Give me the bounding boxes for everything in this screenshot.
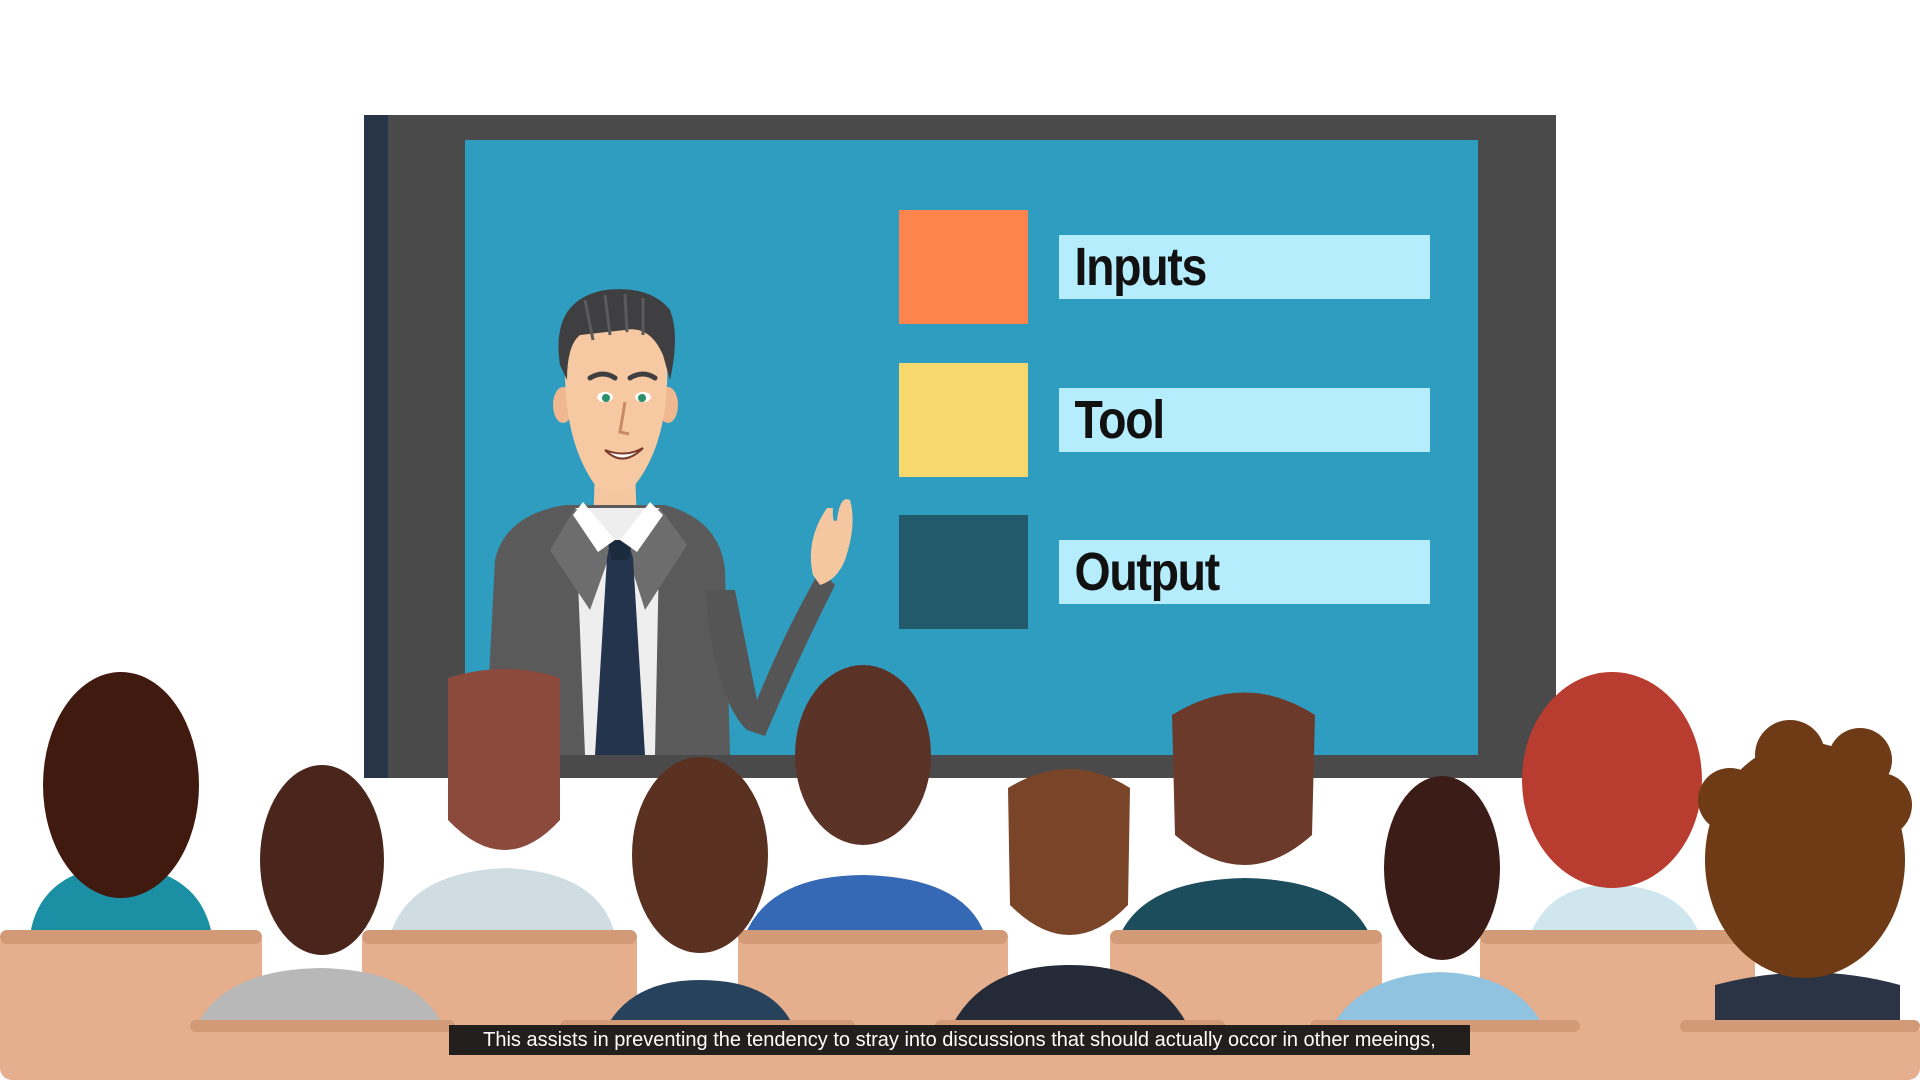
audience-member [30,672,212,935]
screen-bezel-edge [364,115,388,778]
tool-label-box: Tool [1059,388,1430,452]
subtitle-caption: This assists in preventing the tendency … [449,1025,1470,1055]
output-label: Output [1074,542,1220,602]
inputs-swatch [899,210,1028,324]
tool-swatch [899,363,1028,477]
caption-text: This assists in preventing the tendency … [483,1028,1436,1051]
inputs-label: Inputs [1074,237,1207,297]
presentation-screen: Inputs Tool Output [465,140,1478,755]
output-label-box: Output [1059,540,1430,604]
inputs-label-box: Inputs [1059,235,1430,299]
presenter-illustration [485,289,853,755]
audience-illustration [0,665,1920,1080]
tool-label: Tool [1074,390,1165,450]
output-swatch [899,515,1028,629]
